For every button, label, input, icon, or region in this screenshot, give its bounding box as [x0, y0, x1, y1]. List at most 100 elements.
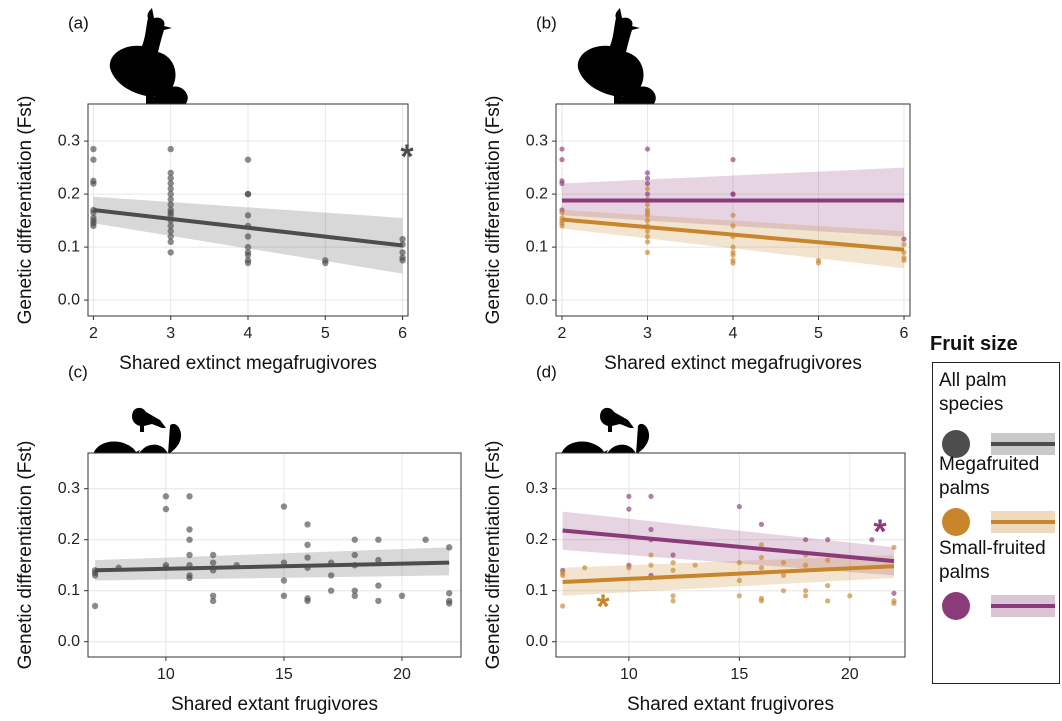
- y-axis-label: Genetic differentiation (Fst): [15, 441, 36, 670]
- data-point: [626, 565, 631, 570]
- x-tick-label: 3: [643, 325, 652, 342]
- data-point: [670, 598, 675, 603]
- y-tick-label: 0.0: [526, 291, 548, 308]
- data-point: [245, 212, 251, 218]
- y-tick-label: 0.1: [58, 582, 80, 599]
- data-point: [816, 260, 821, 265]
- data-point: [210, 598, 216, 604]
- data-point: [281, 577, 287, 583]
- x-tick-label: 15: [275, 666, 293, 683]
- data-point: [645, 218, 650, 223]
- x-tick-label: 15: [730, 666, 748, 683]
- data-point: [759, 522, 764, 527]
- data-point: [304, 598, 310, 604]
- data-point: [399, 257, 405, 263]
- data-point: [737, 504, 742, 509]
- data-point: [626, 494, 631, 499]
- data-point: [730, 192, 735, 197]
- data-point: [645, 181, 650, 186]
- x-axis-label: Shared extinct megafrugivores: [604, 353, 862, 374]
- data-point: [645, 213, 650, 218]
- y-tick-label: 0.3: [58, 132, 80, 149]
- data-point: [730, 245, 735, 250]
- y-tick-label: 0.0: [58, 291, 80, 308]
- y-tick-label: 0.0: [58, 633, 80, 650]
- data-point: [781, 588, 786, 593]
- data-point: [825, 598, 830, 603]
- data-point: [670, 560, 675, 565]
- data-point: [352, 593, 358, 599]
- data-point: [670, 568, 675, 573]
- data-point: [352, 537, 358, 543]
- legend-label: Small-fruited palms: [939, 537, 1061, 585]
- data-point: [891, 601, 896, 606]
- y-tick-label: 0.1: [526, 238, 548, 255]
- data-point: [693, 563, 698, 568]
- x-tick-label: 20: [393, 666, 411, 683]
- y-tick-label: 0.1: [58, 238, 80, 255]
- data-point: [803, 563, 808, 568]
- x-tick-label: 10: [620, 666, 638, 683]
- data-point: [90, 156, 96, 162]
- data-point: [730, 223, 735, 228]
- data-point: [90, 146, 96, 152]
- y-tick-label: 0.2: [58, 185, 80, 202]
- y-tick-label: 0.2: [526, 185, 548, 202]
- data-point: [891, 591, 896, 596]
- data-point: [781, 573, 786, 578]
- panel: (c)0.00.10.20.3101520Shared extant frugi…: [15, 362, 461, 715]
- legend-label: Megafruited palms: [939, 453, 1061, 501]
- data-point: [645, 192, 650, 197]
- data-point: [645, 176, 650, 181]
- panel-label: (c): [68, 362, 88, 381]
- data-point: [210, 559, 216, 565]
- data-point: [781, 560, 786, 565]
- data-point: [304, 542, 310, 548]
- data-point: [559, 223, 564, 228]
- x-tick-label: 5: [814, 325, 823, 342]
- panel-label: (d): [536, 362, 557, 381]
- y-axis-label: Genetic differentiation (Fst): [483, 441, 504, 670]
- x-tick-label: 4: [244, 325, 253, 342]
- legend-swatch: [939, 505, 1055, 539]
- data-point: [730, 213, 735, 218]
- data-point: [168, 146, 174, 152]
- legend-label: All palm species: [939, 369, 1061, 417]
- data-point: [645, 186, 650, 191]
- y-tick-label: 0.1: [526, 582, 548, 599]
- legend: All palm species Megafruited palms Small-f…: [932, 362, 1060, 684]
- data-point: [446, 590, 452, 596]
- y-tick-label: 0.2: [58, 531, 80, 548]
- data-point: [645, 229, 650, 234]
- data-point: [645, 202, 650, 207]
- x-tick-label: 6: [900, 325, 909, 342]
- data-point: [322, 260, 328, 266]
- data-point: [670, 593, 675, 598]
- data-point: [375, 598, 381, 604]
- data-point: [560, 603, 565, 608]
- data-point: [645, 239, 650, 244]
- significance-marker: *: [873, 513, 887, 551]
- data-point: [648, 494, 653, 499]
- x-tick-label: 5: [321, 325, 330, 342]
- y-axis-label: Genetic differentiation (Fst): [483, 96, 504, 325]
- data-point: [737, 593, 742, 598]
- y-tick-label: 0.2: [526, 531, 548, 548]
- x-axis-label: Shared extant frugivores: [627, 694, 834, 715]
- y-tick-label: 0.0: [526, 633, 548, 650]
- significance-marker: *: [400, 138, 414, 176]
- data-point: [446, 544, 452, 550]
- data-point: [825, 583, 830, 588]
- data-point: [559, 157, 564, 162]
- data-point: [825, 558, 830, 563]
- data-point: [92, 603, 98, 609]
- y-tick-label: 0.3: [526, 132, 548, 149]
- data-point: [559, 181, 564, 186]
- data-point: [399, 593, 405, 599]
- y-axis-label: Genetic differentiation (Fst): [15, 96, 36, 325]
- data-point: [90, 180, 96, 186]
- data-point: [245, 156, 251, 162]
- data-point: [375, 537, 381, 543]
- data-point: [803, 588, 808, 593]
